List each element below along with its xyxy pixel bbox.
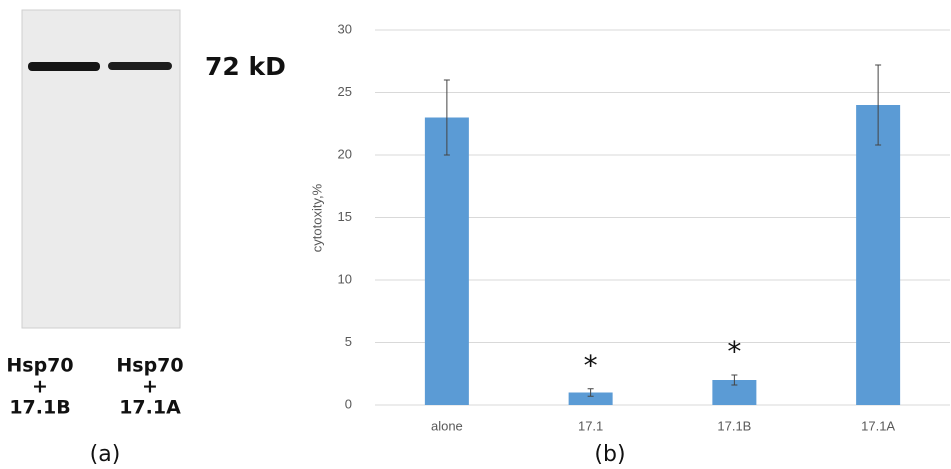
blot-membrane <box>22 10 180 328</box>
x-tick-label: alone <box>431 418 463 433</box>
x-tick-label: 17.1A <box>861 418 895 433</box>
significance-mark: * <box>584 349 598 382</box>
y-tick-label: 15 <box>338 209 352 224</box>
blot-band <box>108 62 172 70</box>
significance-mark: * <box>727 335 741 368</box>
x-tick-label: 17.1B <box>717 418 751 433</box>
blot-band <box>28 62 100 71</box>
y-tick-label: 25 <box>338 84 352 99</box>
y-tick-label: 30 <box>338 21 352 36</box>
lane-label: Hsp70 <box>116 355 183 377</box>
figure: 72 kD Hsp70 + 17.1B Hsp70 + 17.1A (a) (b… <box>0 0 951 469</box>
y-tick-label: 20 <box>338 146 352 161</box>
bar <box>425 118 469 406</box>
lane-label: + <box>142 376 158 398</box>
lane-label: 17.1A <box>119 397 181 419</box>
lane-label: 17.1B <box>9 397 70 419</box>
lane-label: + <box>32 376 48 398</box>
y-tick-label: 0 <box>345 396 352 411</box>
x-tick-label: 17.1 <box>578 418 603 433</box>
y-axis-label: cytotoxity,% <box>309 183 324 252</box>
band-label: 72 kD <box>205 52 286 81</box>
y-tick-label: 10 <box>338 271 352 286</box>
lane-label: Hsp70 <box>6 355 73 377</box>
bar <box>856 105 900 405</box>
y-tick-label: 5 <box>345 334 352 349</box>
panel-label: (a) <box>90 442 121 467</box>
panel-label: (b) <box>594 442 625 467</box>
